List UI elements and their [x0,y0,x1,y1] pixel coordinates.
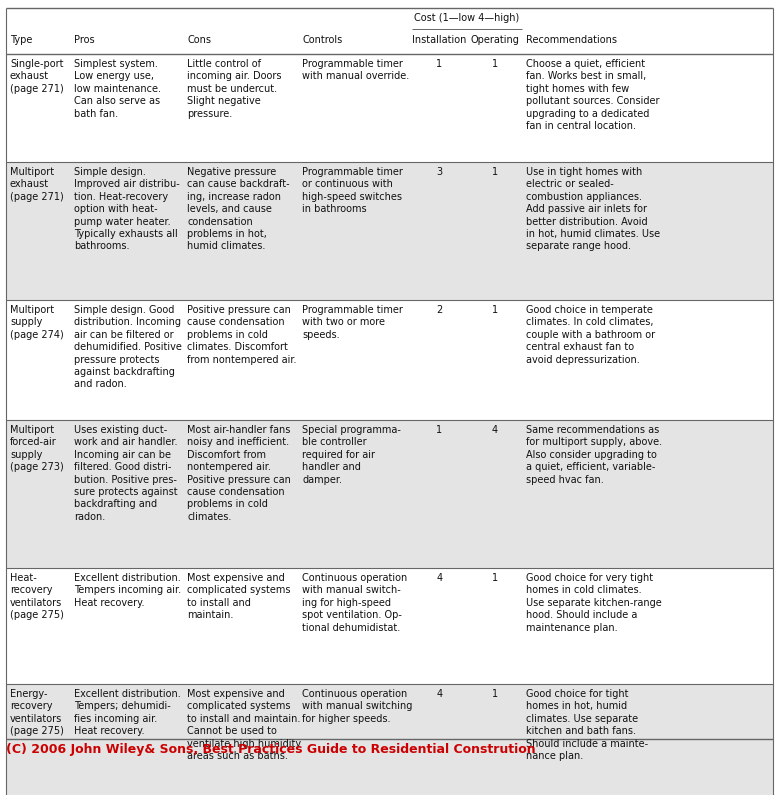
Text: 3: 3 [436,167,442,177]
Text: Multiport
exhaust
(page 271): Multiport exhaust (page 271) [10,167,64,202]
Text: Use in tight homes with
electric or sealed-
combustion appliances.
Add passive a: Use in tight homes with electric or seal… [526,167,661,251]
Text: 1: 1 [492,573,498,583]
Text: Good choice for tight
homes in hot, humid
climates. Use separate
kitchen and bat: Good choice for tight homes in hot, humi… [526,689,648,761]
Text: Good choice for very tight
homes in cold climates.
Use separate kitchen-range
ho: Good choice for very tight homes in cold… [526,573,662,633]
Text: Excellent distribution.
Tempers; dehumidi-
fies incoming air.
Heat recovery.: Excellent distribution. Tempers; dehumid… [74,689,181,736]
Text: Negative pressure
can cause backdraft-
ing, increase radon
levels, and cause
con: Negative pressure can cause backdraft- i… [187,167,290,251]
Text: Heat-
recovery
ventilators
(page 275): Heat- recovery ventilators (page 275) [10,573,64,620]
Text: Choose a quiet, efficient
fan. Works best in small,
tight homes with few
polluta: Choose a quiet, efficient fan. Works bes… [526,59,660,131]
Text: Positive pressure can
cause condensation
problems in cold
climates. Discomfort
f: Positive pressure can cause condensation… [187,305,297,365]
Text: Cost (1—low 4—high): Cost (1—low 4—high) [414,13,520,23]
Text: Simple design.
Improved air distribu-
tion. Heat-recovery
option with heat-
pump: Simple design. Improved air distribu- ti… [74,167,179,251]
Text: Multiport
forced-air
supply
(page 273): Multiport forced-air supply (page 273) [10,425,64,472]
Text: Simplest system.
Low energy use,
low maintenance.
Can also serve as
bath fan.: Simplest system. Low energy use, low mai… [74,59,160,118]
Text: 1: 1 [436,425,442,435]
Text: Continuous operation
with manual switch-
ing for high-speed
spot ventilation. Op: Continuous operation with manual switch-… [302,573,407,633]
Text: Special programma-
ble controller
required for air
handler and
damper.: Special programma- ble controller requir… [302,425,401,485]
Bar [6,162,773,300]
Text: Most expensive and
complicated systems
to install and
maintain.: Most expensive and complicated systems t… [187,573,291,620]
Bar [6,568,773,684]
Text: Programmable timer
or continuous with
high-speed switches
in bathrooms: Programmable timer or continuous with hi… [302,167,403,214]
Text: Recommendations: Recommendations [526,35,617,45]
Text: Most expensive and
complicated systems
to install and maintain.
Cannot be used t: Most expensive and complicated systems t… [187,689,301,761]
Text: Simple design. Good
distribution. Incoming
air can be filtered or
dehumidified. : Simple design. Good distribution. Incomi… [74,305,182,390]
Text: (C) 2006 John Wiley& Sons, Best Practices Guide to Residential Constrution: (C) 2006 John Wiley& Sons, Best Practice… [6,743,536,756]
Text: Uses existing duct-
work and air handler.
Incoming air can be
filtered. Good dis: Uses existing duct- work and air handler… [74,425,178,522]
Text: Cons: Cons [187,35,211,45]
Text: Multiport
supply
(page 274): Multiport supply (page 274) [10,305,64,339]
Text: Single-port
exhaust
(page 271): Single-port exhaust (page 271) [10,59,64,94]
Text: 2: 2 [436,305,442,315]
Text: Same recommendations as
for multiport supply, above.
Also consider upgrading to
: Same recommendations as for multiport su… [526,425,662,485]
Text: Type: Type [10,35,33,45]
Text: Good choice in temperate
climates. In cold climates,
couple with a bathroom or
c: Good choice in temperate climates. In co… [526,305,655,365]
Text: 1: 1 [492,305,498,315]
Text: Operating: Operating [471,35,519,45]
Text: 4: 4 [436,689,442,699]
Bar [6,420,773,568]
Text: Controls: Controls [302,35,343,45]
Text: Little control of
incoming air. Doors
must be undercut.
Slight negative
pressure: Little control of incoming air. Doors mu… [187,59,282,118]
Text: 1: 1 [492,167,498,177]
Bar [6,684,773,795]
Text: 1: 1 [492,59,498,69]
Text: Continuous operation
with manual switching
for higher speeds.: Continuous operation with manual switchi… [302,689,413,723]
Bar [6,300,773,420]
Bar [6,54,773,162]
Text: Excellent distribution.
Tempers incoming air.
Heat recovery.: Excellent distribution. Tempers incoming… [74,573,181,608]
Text: Programmable timer
with manual override.: Programmable timer with manual override. [302,59,410,81]
Text: Energy-
recovery
ventilators
(page 275): Energy- recovery ventilators (page 275) [10,689,64,736]
Text: Most air-handler fans
noisy and inefficient.
Discomfort from
nontempered air.
Po: Most air-handler fans noisy and ineffici… [187,425,291,522]
Text: Pros: Pros [74,35,94,45]
Text: Programmable timer
with two or more
speeds.: Programmable timer with two or more spee… [302,305,403,339]
Text: 1: 1 [436,59,442,69]
Text: 4: 4 [436,573,442,583]
Text: 4: 4 [492,425,498,435]
Text: 1: 1 [492,689,498,699]
Bar [6,8,773,54]
Text: Installation: Installation [412,35,467,45]
